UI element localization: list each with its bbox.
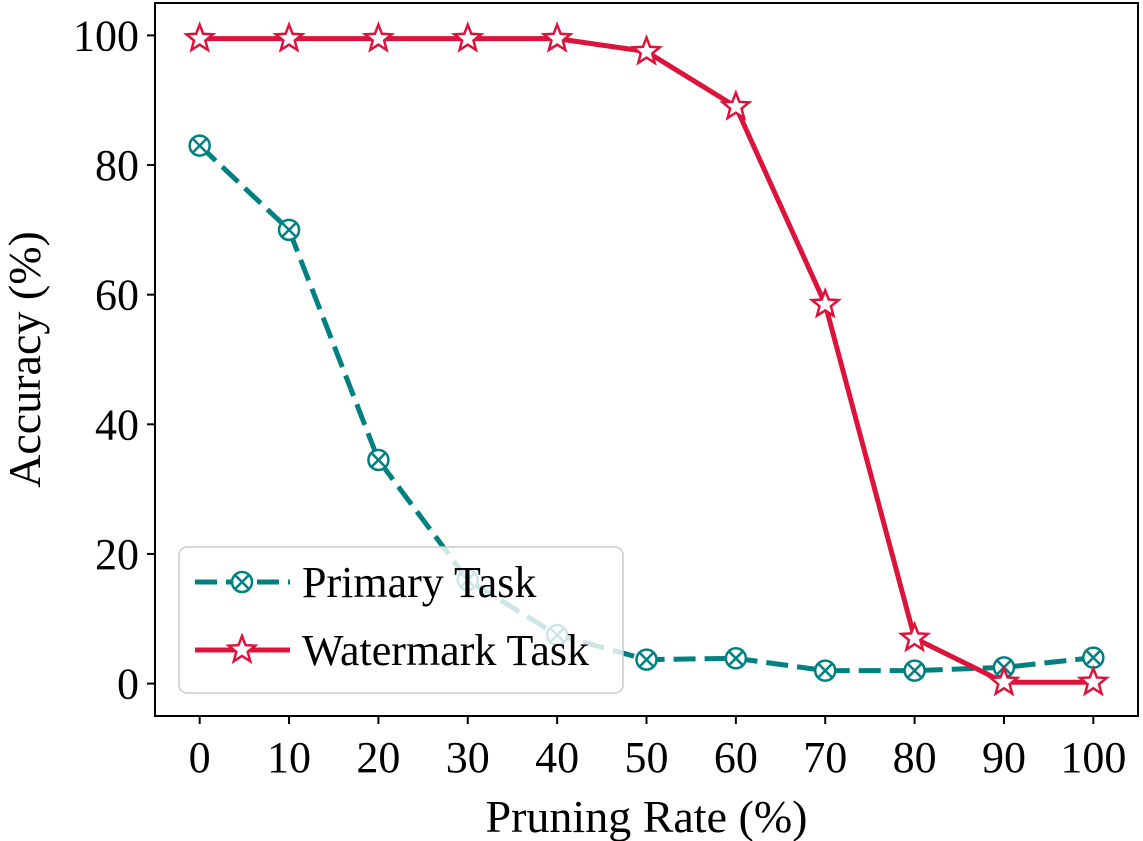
legend-marker [225,632,259,665]
x-tick-label: 20 [356,733,400,782]
y-tick-label: 60 [95,271,139,320]
data-point [1076,664,1110,697]
y-tick-label: 0 [117,660,139,709]
x-tick-label: 70 [803,733,847,782]
x-tick-label: 50 [625,733,669,782]
data-point [188,134,211,157]
y-tick-label: 20 [95,530,139,579]
y-tick-label: 80 [95,141,139,190]
data-point [272,21,306,53]
legend-entry: Primary Task [195,558,536,607]
data-point [724,647,748,670]
legend-entry: Watermark Task [195,626,589,675]
data-point [183,21,217,53]
y-axis-label: Accuracy (%) [0,231,50,488]
x-tick-label: 0 [189,733,211,782]
data-point [629,34,664,66]
x-tick-label: 90 [982,733,1026,782]
x-tick-label: 100 [1060,733,1126,782]
x-tick-label: 30 [446,733,490,782]
data-point [808,286,842,319]
data-point [540,21,574,53]
data-point [897,620,932,653]
legend-label: Watermark Task [302,626,589,675]
data-point [451,21,485,53]
x-tick-label: 10 [267,733,311,782]
y-tick-label: 100 [73,11,139,60]
data-point [987,664,1021,697]
data-point [813,659,837,682]
data-point [277,218,301,242]
x-axis-label: Pruning Rate (%) [486,791,808,841]
data-point [361,21,396,53]
data-point [367,448,390,472]
y-tick-label: 40 [95,400,139,449]
data-point [719,89,753,121]
x-tick-label: 60 [714,733,758,782]
data-point [903,659,926,682]
data-point [1082,646,1105,669]
x-tick-label: 40 [535,733,579,782]
legend-label: Primary Task [302,558,536,607]
legend-marker [230,570,254,594]
series-watermark-task [183,21,1110,697]
x-axis: 0 10 20 30 40 50 60 70 80 90 100 [189,716,1126,782]
y-axis: 0 20 40 60 80 100 [73,11,155,709]
legend: Primary Task Watermark Task [178,546,624,694]
data-point [635,648,658,671]
x-tick-label: 80 [893,733,937,782]
